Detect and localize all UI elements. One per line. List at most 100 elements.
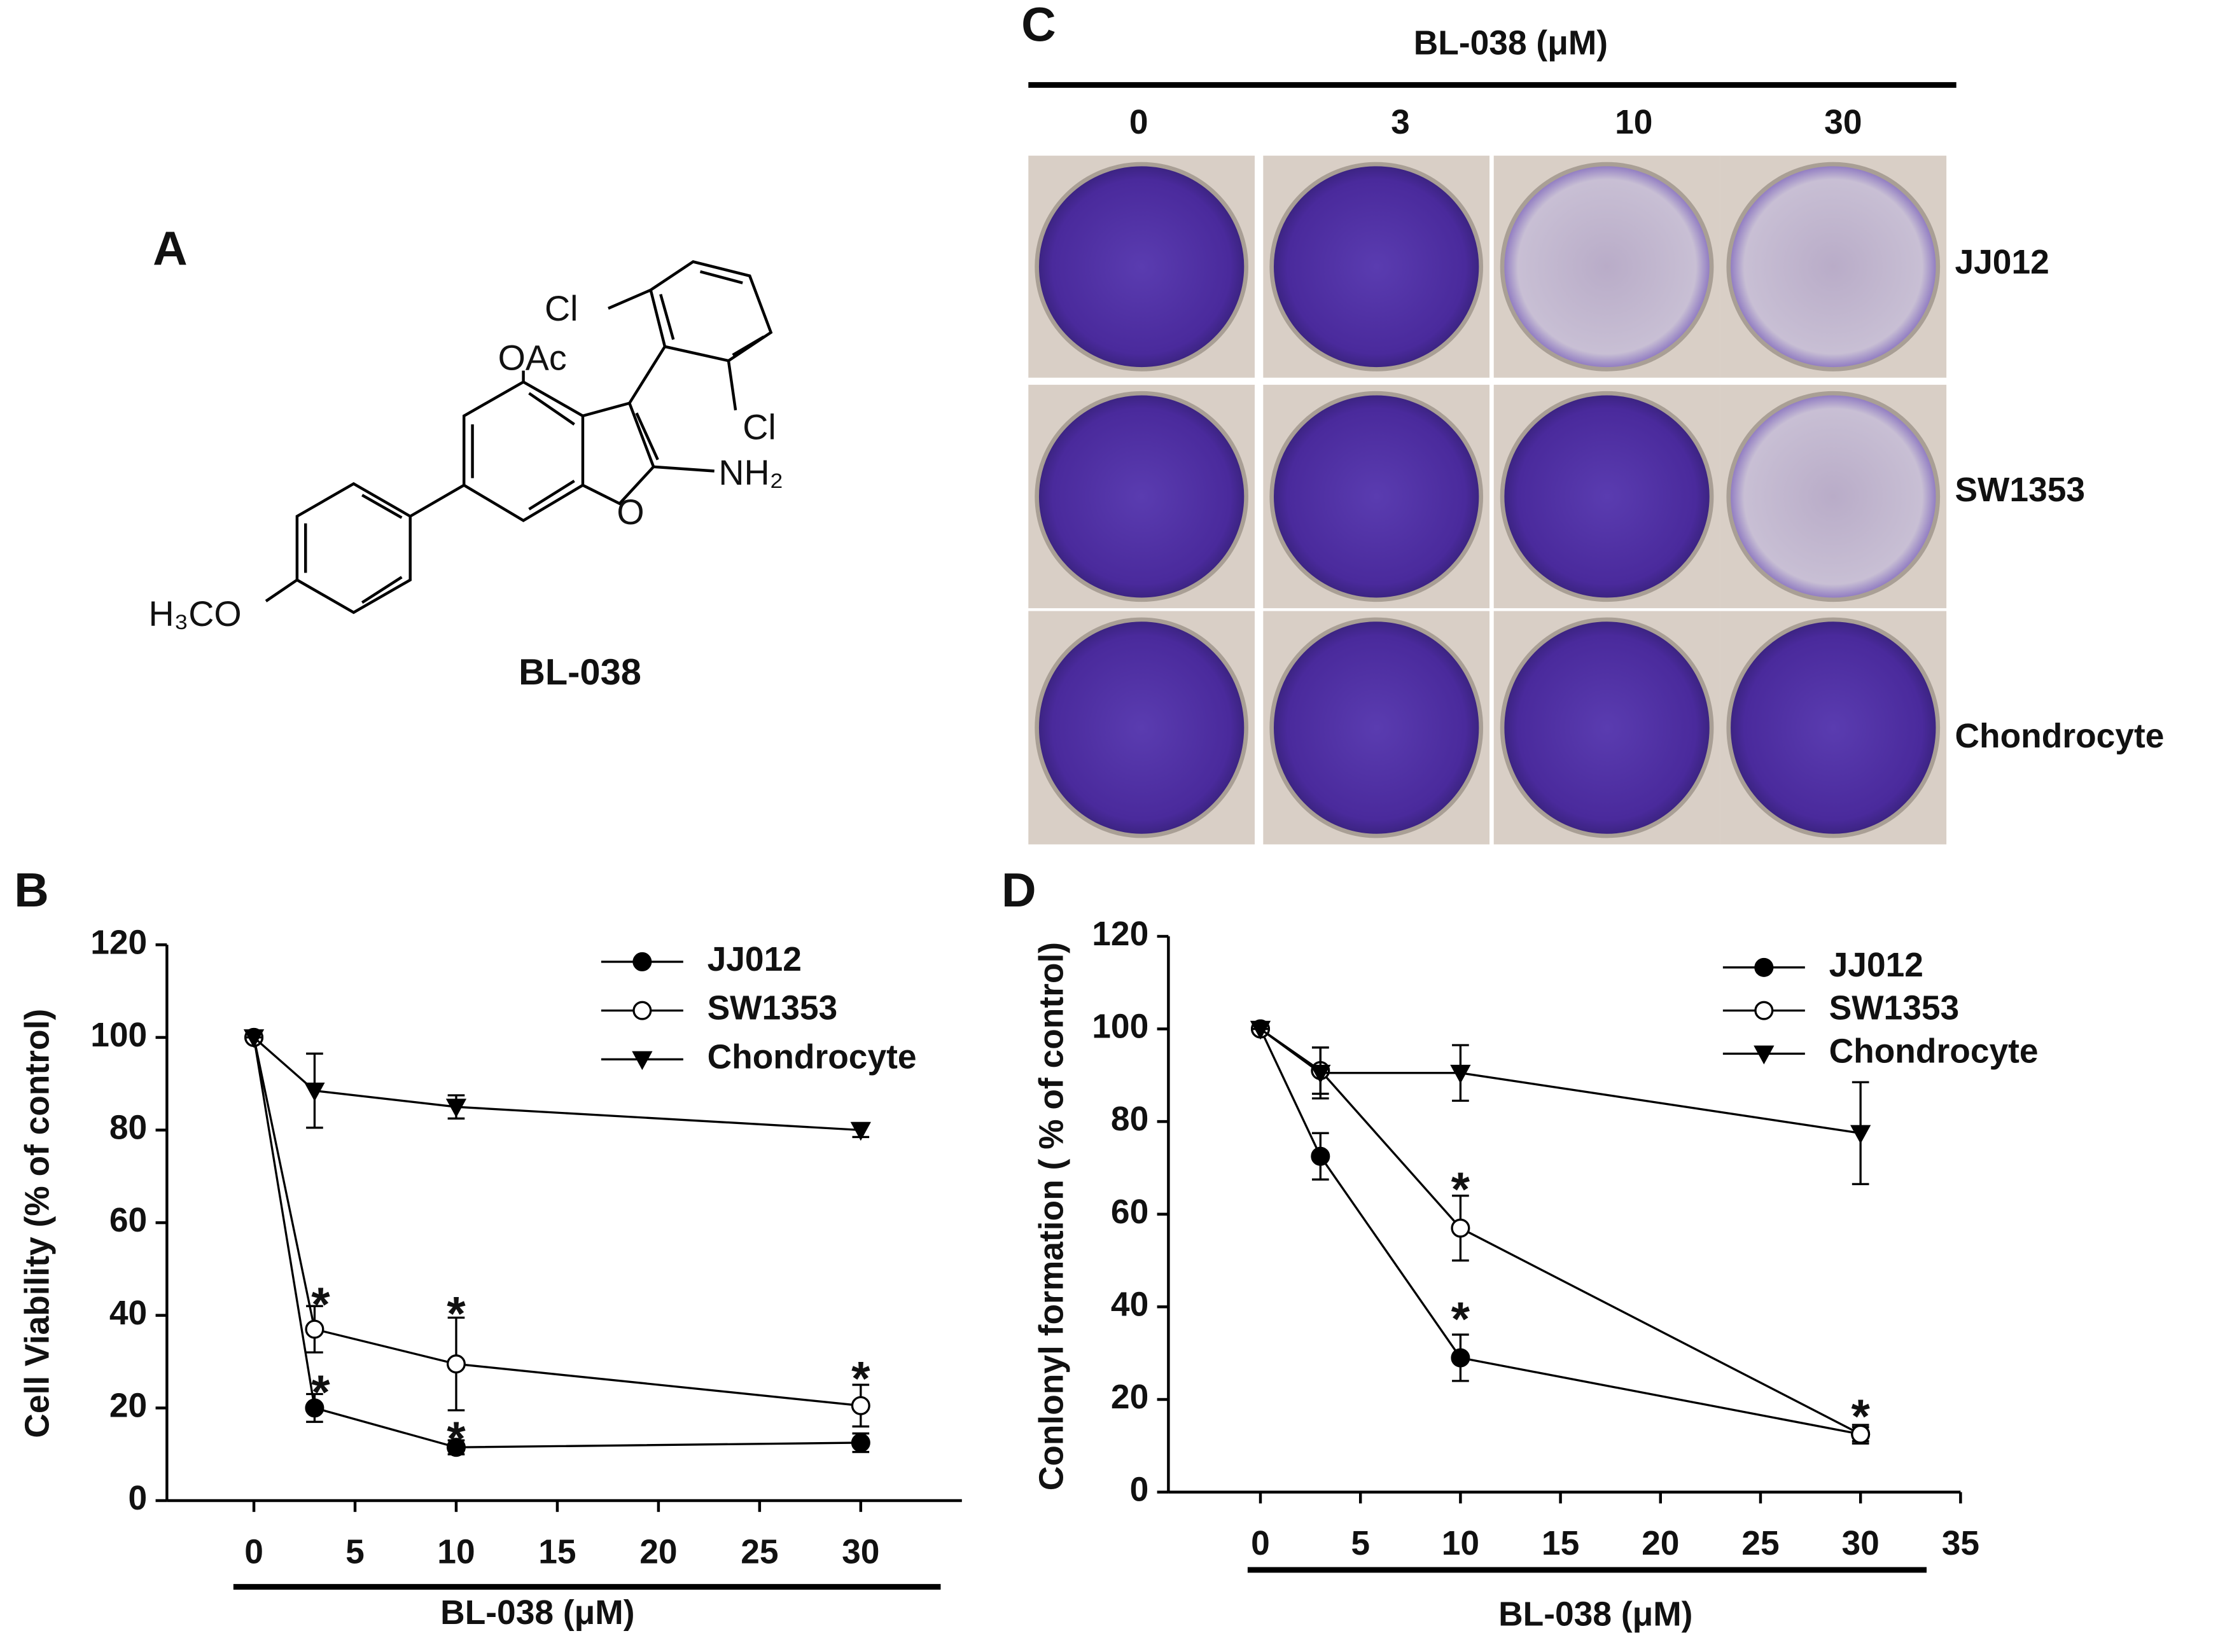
well xyxy=(1035,162,1248,371)
legend-marker xyxy=(632,1051,653,1071)
concentration-label: 10 xyxy=(1615,104,1652,141)
legend-label: Chondrocyte xyxy=(708,1038,917,1076)
y-tick-label: 0 xyxy=(129,1480,148,1517)
cell-line-label: JJ012 xyxy=(1955,244,2049,281)
x-axis-label: BL-038 (μM) xyxy=(1498,1595,1692,1633)
marker xyxy=(446,1438,466,1457)
marker xyxy=(1451,1218,1470,1238)
series-line xyxy=(253,1037,861,1407)
x-tick-label: 20 xyxy=(1642,1525,1679,1562)
series-line xyxy=(1260,1028,1861,1436)
marker xyxy=(446,1354,466,1374)
marker xyxy=(1451,1348,1470,1368)
well xyxy=(1726,162,1941,371)
y-tick-label: 80 xyxy=(1111,1100,1148,1138)
atom-label: Cl xyxy=(545,289,578,328)
significance-mark: * xyxy=(851,1352,870,1406)
x-tick-label: 5 xyxy=(1351,1525,1370,1562)
cell-line-label: SW1353 xyxy=(1955,471,2085,509)
concentration-label: 0 xyxy=(1129,104,1148,141)
panel-label: A xyxy=(153,222,188,275)
well xyxy=(1500,162,1714,371)
x-tick-label: 30 xyxy=(1842,1525,1880,1562)
x-tick-label: 30 xyxy=(842,1534,879,1571)
well xyxy=(1269,162,1484,371)
x-tick-label: 15 xyxy=(538,1534,576,1571)
legend-label: JJ012 xyxy=(1829,947,1923,984)
x-axis-label: BL-038 (μM) xyxy=(440,1594,634,1632)
y-axis-label: Cell Viability (% of control) xyxy=(18,1009,56,1438)
marker xyxy=(243,1029,265,1048)
assay-title: BL-038 (μM) xyxy=(1414,24,1608,62)
marker xyxy=(1450,1064,1471,1084)
marker xyxy=(851,1433,870,1452)
well xyxy=(1269,617,1484,838)
significance-mark: * xyxy=(311,1366,330,1420)
y-tick-label: 40 xyxy=(1111,1286,1148,1323)
panel-label: D xyxy=(1001,864,1036,917)
marker xyxy=(445,1099,467,1118)
y-tick-label: 40 xyxy=(109,1295,147,1332)
colony-plates: 0 3 10 30 JJ012 SW1353 Chondrocyte xyxy=(1028,104,2164,845)
y-tick-label: 60 xyxy=(109,1202,147,1239)
panel-label: B xyxy=(14,864,49,917)
legend-marker xyxy=(632,952,652,971)
concentration-label: 3 xyxy=(1391,104,1410,141)
bonds xyxy=(265,260,773,614)
cell-line-label: Chondrocyte xyxy=(1955,718,2164,755)
y-tick-label: 120 xyxy=(90,924,147,961)
well xyxy=(1726,391,1941,602)
series-line xyxy=(1259,1028,1861,1436)
x-tick-label: 0 xyxy=(244,1534,263,1571)
marker xyxy=(851,1396,870,1415)
significance-mark: * xyxy=(311,1278,330,1331)
marker xyxy=(305,1319,324,1339)
y-tick-label: 80 xyxy=(109,1109,147,1147)
y-axis-label: Conlonyl formation ( % of control) xyxy=(1033,942,1070,1490)
series-line xyxy=(1260,1028,1861,1135)
atom-label: H₃CO xyxy=(148,594,241,634)
significance-mark: * xyxy=(1451,1293,1470,1346)
atom-label: O xyxy=(617,492,644,532)
x-tick-label: 5 xyxy=(345,1534,365,1571)
x-tick-label: 15 xyxy=(1542,1525,1579,1562)
legend-marker xyxy=(1754,1001,1774,1020)
y-tick-label: 100 xyxy=(1092,1008,1148,1046)
well xyxy=(1726,617,1941,838)
atom-label: NH₂ xyxy=(718,453,783,492)
legend-label: JJ012 xyxy=(708,941,802,978)
x-tick-label: 25 xyxy=(1741,1525,1779,1562)
legend-marker xyxy=(632,1001,652,1020)
atom-label: Cl xyxy=(743,408,776,447)
significance-mark: * xyxy=(447,1413,466,1466)
y-tick-label: 20 xyxy=(109,1387,147,1424)
y-tick-label: 60 xyxy=(1111,1193,1148,1231)
well xyxy=(1500,617,1714,838)
series-line xyxy=(253,1037,861,1448)
well xyxy=(1035,391,1248,602)
significance-mark: * xyxy=(1451,1163,1470,1217)
marker xyxy=(304,1082,325,1102)
legend-marker xyxy=(1754,1045,1775,1065)
legend-label: SW1353 xyxy=(1829,990,1960,1027)
y-tick-label: 100 xyxy=(90,1017,147,1054)
x-tick-label: 0 xyxy=(1251,1525,1270,1562)
marker xyxy=(305,1398,324,1418)
well xyxy=(1500,391,1714,602)
marker xyxy=(1850,1125,1871,1144)
y-tick-label: 0 xyxy=(1130,1471,1149,1509)
x-tick-label: 35 xyxy=(1942,1525,1979,1562)
y-tick-label: 20 xyxy=(1111,1378,1148,1416)
significance-mark: * xyxy=(447,1288,466,1341)
well xyxy=(1269,391,1484,602)
legend-label: Chondrocyte xyxy=(1829,1033,2039,1071)
well xyxy=(1035,617,1248,838)
x-tick-label: 25 xyxy=(741,1534,778,1571)
legend-label: SW1353 xyxy=(708,990,838,1027)
marker xyxy=(1311,1146,1330,1166)
panel-label: C xyxy=(1021,0,1056,52)
concentration-label: 30 xyxy=(1824,104,1862,141)
legend-marker xyxy=(1754,957,1774,977)
